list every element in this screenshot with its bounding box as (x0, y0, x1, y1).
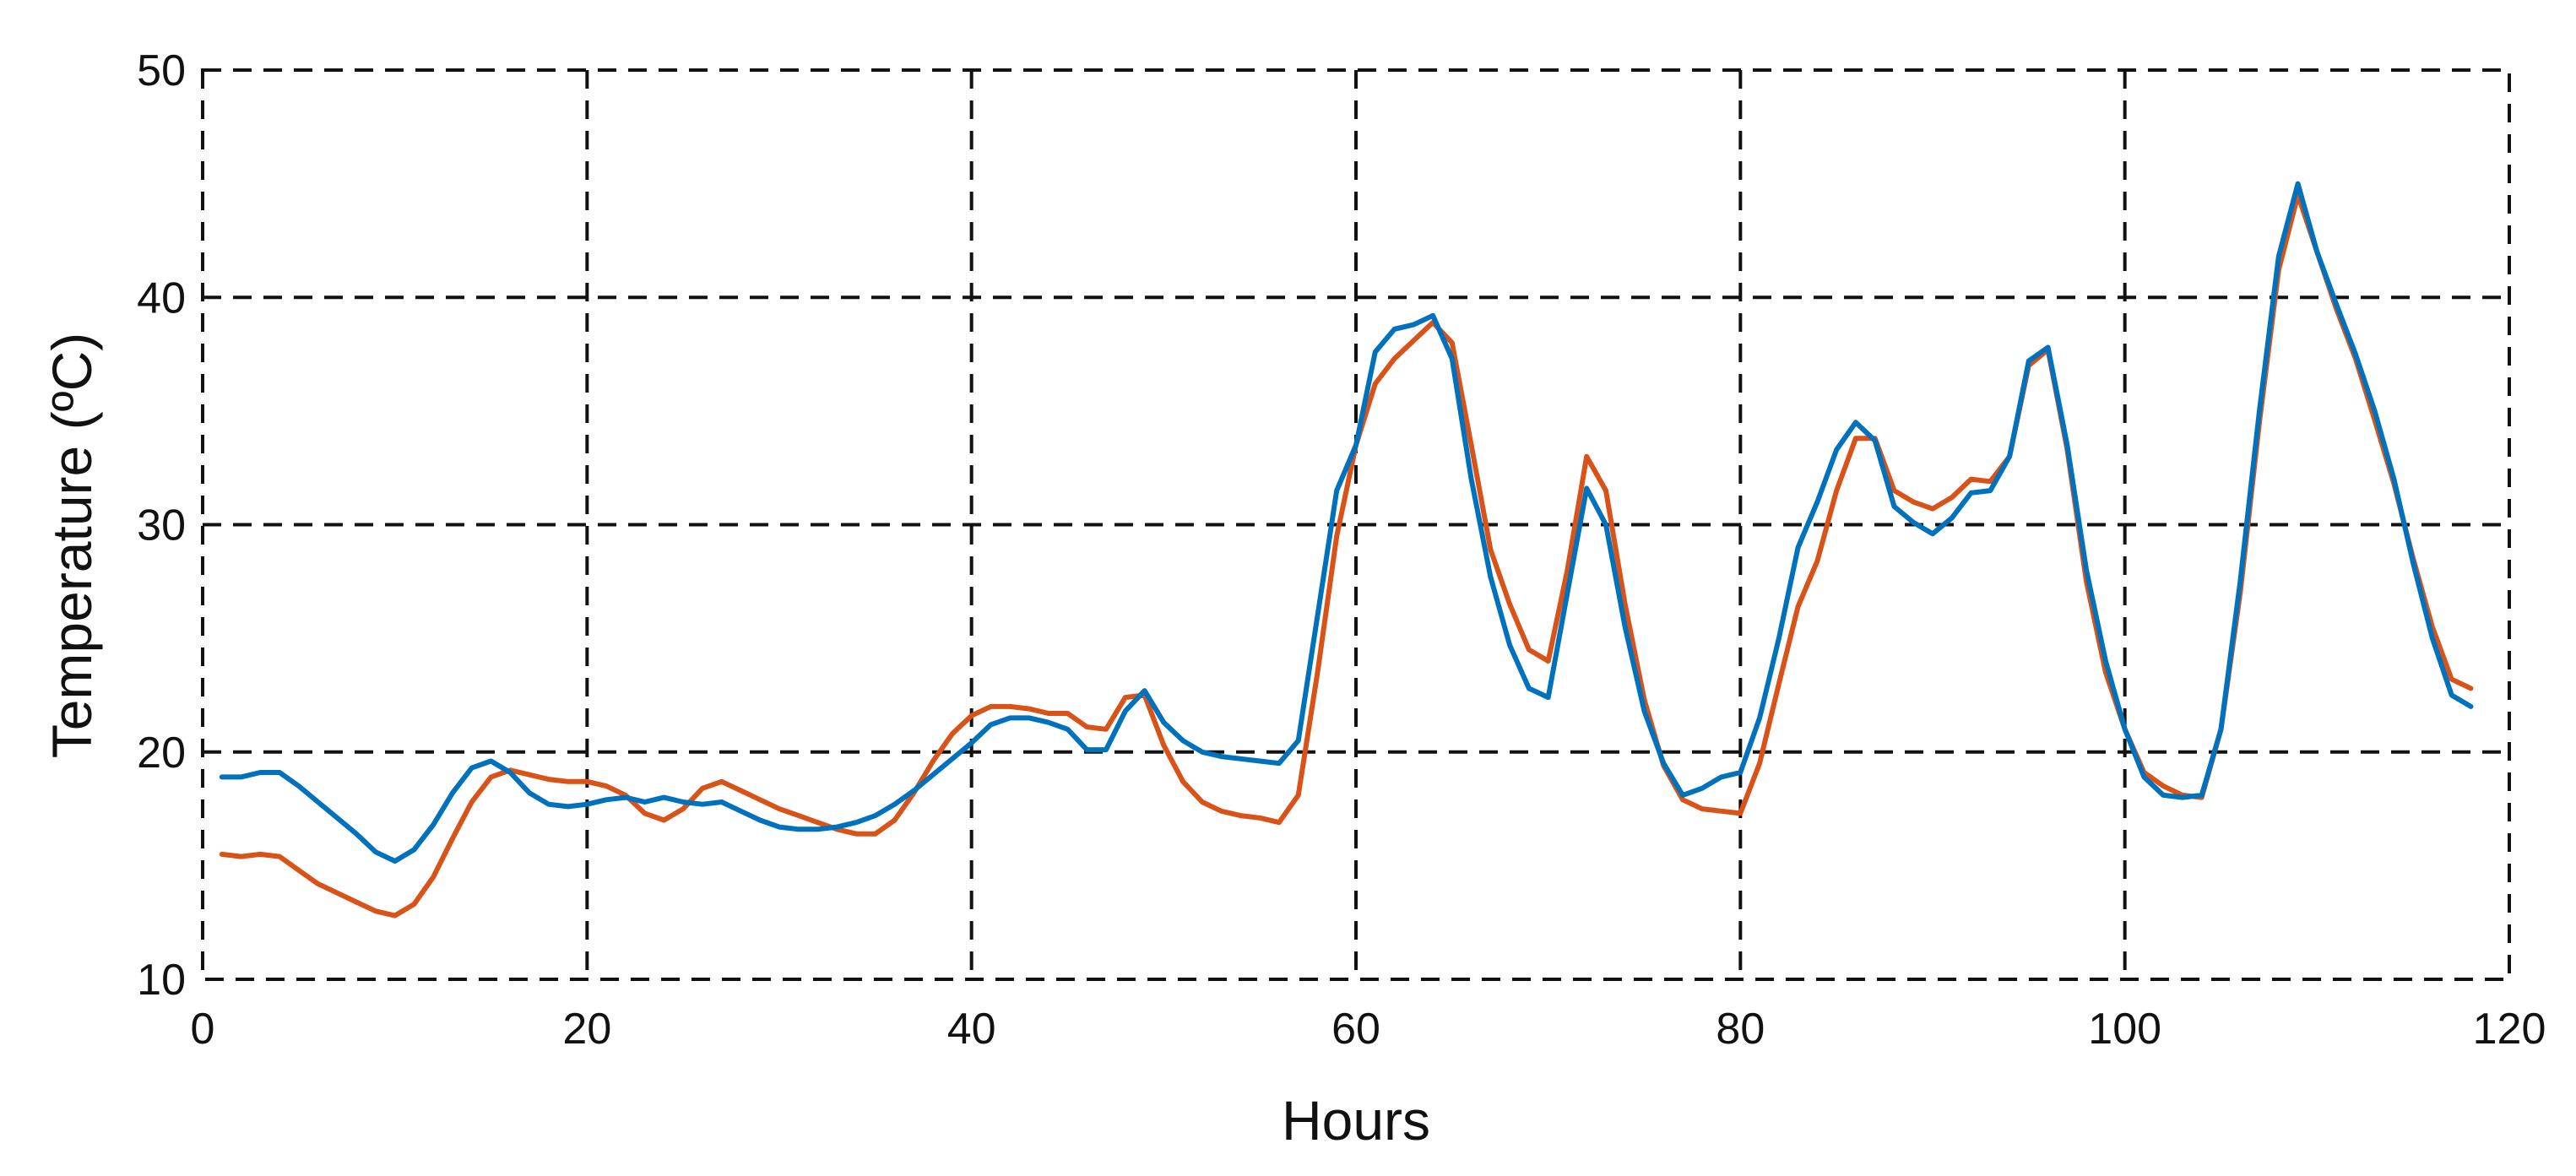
y-tick-label: 20 (137, 729, 186, 778)
y-tick-label: 40 (137, 274, 186, 322)
y-tick-label: 30 (137, 501, 186, 550)
y-tick-labels: 10 20 30 40 50 (137, 46, 186, 1005)
grid-lines (203, 70, 2509, 979)
series-layer (219, 181, 2474, 919)
y-tick-label: 50 (137, 46, 186, 95)
y-tick-label: 10 (137, 956, 186, 1005)
y-axis-title: Temperature (ºC) (41, 333, 103, 759)
x-axis-title: Hours (1282, 1089, 1430, 1152)
x-tick-label: 40 (947, 1005, 996, 1054)
x-tick-label: 100 (2088, 1005, 2161, 1054)
x-tick-label: 120 (2473, 1005, 2546, 1054)
x-tick-label: 20 (562, 1005, 611, 1054)
x-tick-labels: 0 20 40 60 80 100 120 (191, 1005, 2546, 1054)
x-tick-label: 60 (1331, 1005, 1380, 1054)
blue-series-line (219, 181, 2474, 864)
x-tick-label: 80 (1716, 1005, 1765, 1054)
x-tick-label: 0 (191, 1005, 215, 1054)
